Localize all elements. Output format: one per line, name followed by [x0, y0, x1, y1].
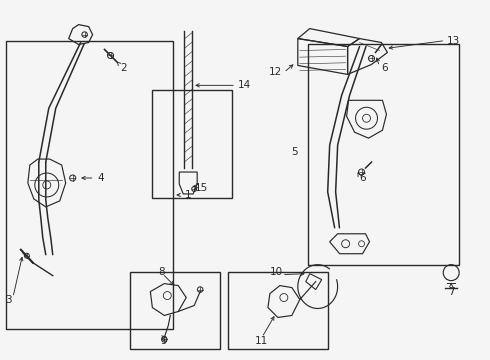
Text: 9: 9: [160, 336, 167, 346]
Text: 1: 1: [185, 190, 192, 200]
Text: 15: 15: [195, 183, 208, 193]
Text: 5: 5: [291, 147, 298, 157]
Bar: [130, 272, 220, 349]
Text: 4: 4: [98, 173, 104, 183]
Bar: [308, 44, 459, 265]
Text: 2: 2: [121, 63, 127, 73]
Text: 7: 7: [448, 287, 455, 297]
Text: 13: 13: [447, 36, 461, 46]
Text: 6: 6: [360, 173, 366, 183]
Bar: [228, 272, 328, 349]
Text: 14: 14: [238, 80, 251, 90]
Bar: [6, 41, 173, 329]
Text: 3: 3: [5, 294, 12, 305]
Bar: [152, 90, 232, 198]
Text: 10: 10: [270, 267, 283, 276]
Text: 6: 6: [382, 63, 388, 73]
Text: 12: 12: [269, 67, 282, 77]
Text: 11: 11: [255, 336, 268, 346]
Text: 8: 8: [158, 267, 165, 276]
